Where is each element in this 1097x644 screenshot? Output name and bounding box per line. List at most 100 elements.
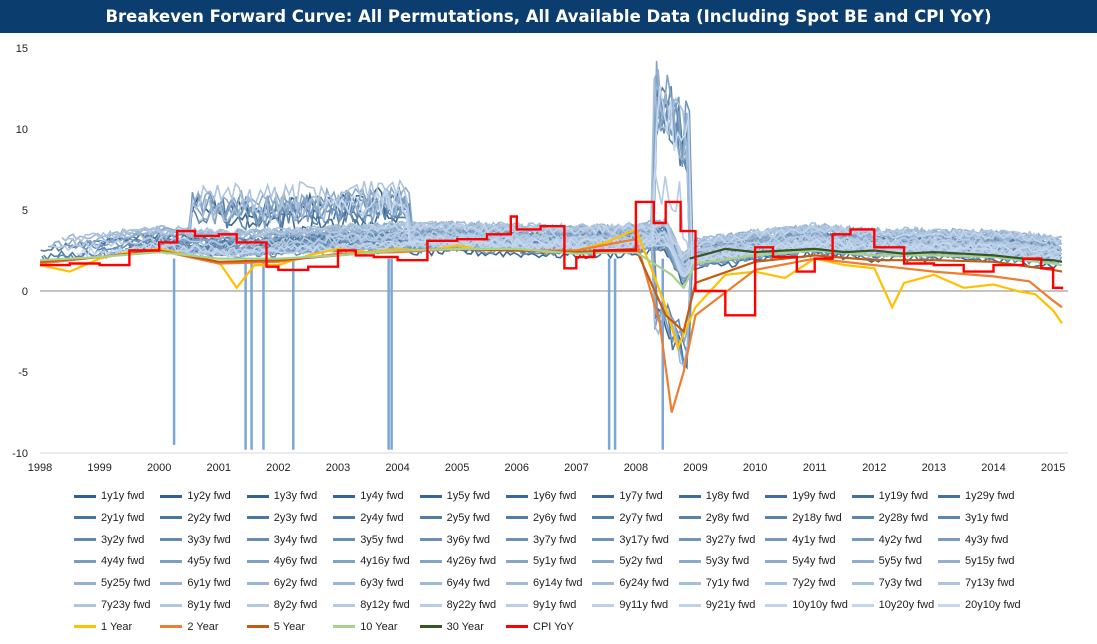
legend-label: 1y9y fwd bbox=[792, 490, 836, 502]
series-line-cpi-yoy bbox=[40, 200, 1064, 317]
y-tick-label: 5 bbox=[22, 205, 28, 217]
legend-swatch bbox=[160, 494, 183, 498]
legend-item: 20y10y fwd bbox=[938, 595, 1021, 615]
legend-swatch bbox=[419, 494, 442, 498]
legend-swatch bbox=[938, 516, 960, 520]
legend-item: 8y2y fwd bbox=[246, 595, 317, 615]
series-line-10-year bbox=[39, 247, 1063, 290]
y-tick-label: 10 bbox=[16, 124, 28, 136]
legend-swatch bbox=[160, 603, 183, 607]
legend-swatch bbox=[506, 538, 528, 542]
legend-label: 8y22y fwd bbox=[446, 599, 497, 611]
legend-item: 30 Year bbox=[419, 617, 484, 637]
legend-item: 1y7y fwd bbox=[592, 486, 663, 506]
legend-swatch bbox=[246, 516, 269, 520]
legend-item: 2y28y fwd bbox=[851, 508, 928, 528]
legend-item: 1y4y fwd bbox=[333, 486, 404, 506]
legend-label: 10 Year bbox=[360, 620, 398, 633]
legend-item: 5y15y fwd bbox=[938, 551, 1015, 571]
x-tick-label: 2013 bbox=[922, 462, 946, 474]
line-chart: -10 -5 0 5 10 15 1998 1999 2000 2001 2002 2003 2004 2… bbox=[12, 43, 1068, 474]
legend-swatch bbox=[333, 603, 356, 607]
x-tick-label: 1998 bbox=[28, 462, 52, 474]
legend-item: 6y4y fwd bbox=[419, 573, 491, 593]
legend-item: 3y7y fwd bbox=[506, 530, 576, 550]
legend-label: 6y1y fwd bbox=[187, 577, 231, 590]
legend-swatch bbox=[246, 625, 269, 629]
legend-item: 2y18y fwd bbox=[765, 508, 842, 528]
legend-swatch bbox=[938, 559, 960, 563]
legend-swatch bbox=[160, 625, 183, 629]
legend-item: 4y26y fwd bbox=[419, 551, 496, 571]
legend-label: 4y1y fwd bbox=[792, 533, 836, 546]
legend-item: 10y10y fwd bbox=[765, 595, 848, 615]
legend-label: 2y18y fwd bbox=[792, 511, 842, 524]
legend-label: 1y2y fwd bbox=[187, 490, 231, 502]
legend-swatch bbox=[506, 625, 528, 629]
legend-swatch bbox=[246, 538, 269, 542]
legend-swatch bbox=[419, 581, 442, 585]
legend-item: 6y1y fwd bbox=[160, 573, 231, 593]
legend-swatch bbox=[419, 603, 442, 607]
legend-swatch bbox=[851, 581, 874, 585]
legend-label: 8y12y fwd bbox=[360, 599, 410, 611]
x-tick-label: 1999 bbox=[87, 462, 111, 474]
legend-label: 4y4y fwd bbox=[101, 555, 145, 568]
legend-swatch bbox=[246, 581, 269, 585]
y-tick-label: 0 bbox=[22, 286, 28, 298]
legend-swatch bbox=[246, 559, 269, 563]
legend-swatch bbox=[74, 494, 96, 498]
legend-label: 3y2y fwd bbox=[101, 533, 145, 546]
legend-item: 2y1y fwd bbox=[74, 508, 144, 528]
legend-item: 1 Year bbox=[74, 617, 132, 637]
legend-item: 8y12y fwd bbox=[333, 595, 410, 615]
legend-label: 2y5y fwd bbox=[446, 511, 491, 524]
x-tick-label: 2006 bbox=[505, 462, 529, 474]
legend-label: 2y3y fwd bbox=[273, 511, 318, 524]
legend-item: 6y24y fwd bbox=[592, 573, 669, 593]
legend-label: 3y1y fwd bbox=[965, 511, 1009, 524]
legend-item: 7y13y fwd bbox=[938, 573, 1015, 593]
legend-label: 30 Year bbox=[446, 620, 484, 633]
legend-label: 2 Year bbox=[187, 620, 219, 633]
legend-label: 6y4y fwd bbox=[446, 577, 491, 590]
legend-label: 1 Year bbox=[101, 620, 133, 633]
legend-swatch bbox=[246, 603, 269, 607]
legend-item: 2y7y fwd bbox=[592, 508, 663, 528]
legend-swatch bbox=[851, 516, 874, 520]
legend-label: 9y21y fwd bbox=[705, 599, 756, 611]
legend-item: 4y6y fwd bbox=[246, 551, 318, 571]
series-line-fwd bbox=[362, 219, 1061, 259]
legend-item: 4y4y fwd bbox=[74, 551, 144, 571]
legend-label: 1y3y fwd bbox=[273, 490, 318, 502]
legend-swatch bbox=[160, 581, 183, 585]
legend-label: 3y4y fwd bbox=[273, 533, 318, 546]
series-line-fwd bbox=[106, 220, 1062, 257]
legend-item: 7y23y fwd bbox=[74, 595, 151, 615]
legend-swatch bbox=[419, 559, 442, 563]
legend-label: 3y3y fwd bbox=[187, 533, 231, 546]
legend-item: 3y17y fwd bbox=[592, 530, 669, 550]
legend-swatch bbox=[765, 516, 788, 520]
legend-item: 9y21y fwd bbox=[678, 595, 756, 615]
legend-swatch bbox=[74, 625, 96, 629]
legend-item: 5y3y fwd bbox=[678, 551, 750, 571]
legend-item: 5y2y fwd bbox=[592, 551, 663, 571]
legend-item: 2y8y fwd bbox=[678, 508, 750, 528]
legend-item: 1y8y fwd bbox=[678, 486, 749, 506]
legend-label: 4y2y fwd bbox=[878, 533, 923, 546]
legend-swatch bbox=[506, 494, 528, 498]
legend-label: 2y8y fwd bbox=[705, 511, 750, 524]
legend-swatch bbox=[765, 494, 788, 498]
legend-label: 5y3y fwd bbox=[705, 555, 750, 568]
legend-label: 7y2y fwd bbox=[792, 577, 836, 590]
legend-label: 4y6y fwd bbox=[273, 555, 318, 568]
legend-swatch bbox=[74, 603, 96, 607]
legend-swatch bbox=[160, 559, 183, 563]
legend-label: 1y7y fwd bbox=[619, 490, 663, 502]
legend-label: 2y4y fwd bbox=[360, 511, 404, 524]
legend-swatch bbox=[333, 538, 356, 542]
legend-item: 5 Year bbox=[246, 617, 305, 637]
legend-swatch bbox=[333, 625, 356, 629]
legend-swatch bbox=[765, 559, 788, 563]
